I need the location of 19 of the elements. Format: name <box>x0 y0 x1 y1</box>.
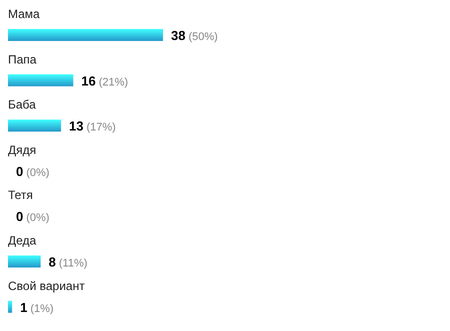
bar <box>8 256 41 268</box>
y-tick-label: Тетя <box>8 188 33 202</box>
y-tick-label: Мама <box>8 7 40 21</box>
data-label: 1 (1%) <box>20 300 54 315</box>
bar <box>8 120 62 132</box>
y-tick-label: Свой вариант <box>8 278 86 293</box>
data-label: 0 (0%) <box>16 209 50 224</box>
data-label: 16 (21%) <box>81 73 128 88</box>
y-tick-label: Баба <box>8 98 36 112</box>
data-label: 38 (50%) <box>171 28 218 43</box>
y-tick-label: Папа <box>8 52 37 66</box>
y-tick-label: Деда <box>8 234 37 248</box>
bar <box>8 300 12 313</box>
data-label: 13 (17%) <box>69 118 116 134</box>
data-label: 0 (0%) <box>16 164 50 179</box>
bar <box>8 74 74 86</box>
bar <box>8 29 163 41</box>
y-tick-label: Дядя <box>8 142 36 157</box>
data-label: 8 (11%) <box>48 254 88 270</box>
